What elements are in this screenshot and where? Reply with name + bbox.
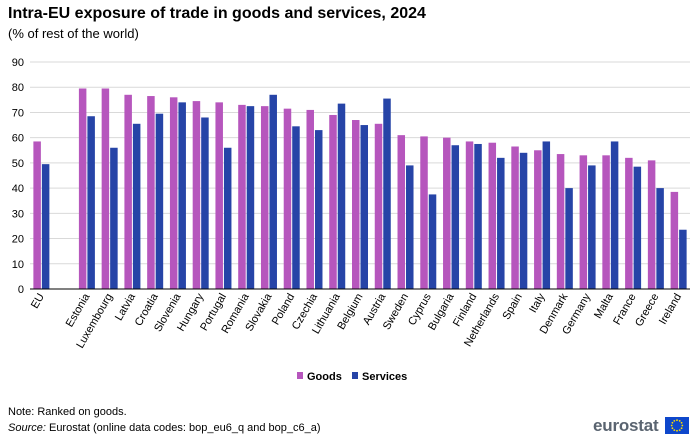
- chart-title: Intra-EU exposure of trade in goods and …: [8, 5, 426, 22]
- goods-bar: [625, 157, 633, 289]
- services-bar: [269, 94, 277, 290]
- chart-subtitle: (% of rest of the world): [8, 26, 139, 41]
- services-bar: [633, 166, 642, 289]
- services-bar: [656, 188, 664, 289]
- services-bar: [314, 130, 323, 289]
- goods-bar: [215, 102, 223, 289]
- services-bar: [519, 152, 528, 289]
- legend-swatch-services: [352, 372, 358, 379]
- chart-source: Source: Eurostat (online data codes: bop…: [8, 422, 321, 434]
- services-bar: [588, 165, 596, 289]
- x-tick-label: Spain: [500, 292, 524, 322]
- services-bar: [223, 147, 232, 289]
- y-tick-label: 50: [12, 158, 24, 170]
- y-tick-label: 60: [12, 133, 24, 145]
- goods-bar: [556, 154, 565, 289]
- eurostat-wordmark: eurostat: [593, 416, 659, 435]
- services-bar: [201, 117, 209, 289]
- goods-bar: [33, 141, 41, 289]
- y-tick-label: 80: [12, 82, 24, 94]
- goods-bar: [260, 106, 269, 289]
- eurostat-logo: eurostat: [593, 416, 693, 436]
- y-tick-label: 0: [18, 284, 24, 296]
- goods-bar: [670, 191, 679, 289]
- y-tick-label: 90: [12, 57, 24, 69]
- goods-bar: [534, 150, 542, 289]
- services-bar: [110, 147, 118, 289]
- goods-bar: [443, 137, 451, 289]
- legend-label-services: Services: [362, 371, 407, 383]
- services-bar: [497, 157, 505, 289]
- services-bar: [474, 143, 482, 289]
- goods-bar: [78, 88, 87, 289]
- goods-bar: [579, 155, 588, 289]
- goods-bar: [511, 146, 519, 289]
- services-bar: [292, 126, 300, 289]
- chart-note: Note: Ranked on goods.: [8, 406, 127, 418]
- goods-bar: [647, 160, 656, 289]
- source-label: Source:: [8, 422, 46, 434]
- goods-bar: [465, 141, 474, 289]
- services-bar: [87, 116, 95, 289]
- goods-bar: [602, 155, 610, 289]
- source-text: Eurostat (online data codes: bop_eu6_q a…: [45, 422, 321, 434]
- services-bar: [383, 98, 391, 289]
- services-bar: [155, 113, 164, 289]
- x-tick-label: Ireland: [657, 292, 684, 327]
- goods-bar: [352, 120, 360, 289]
- goods-bar: [101, 88, 110, 289]
- goods-bar: [374, 123, 383, 290]
- y-tick-label: 70: [12, 107, 24, 119]
- goods-bar: [306, 109, 314, 289]
- services-bar: [565, 188, 573, 289]
- services-bar: [132, 123, 141, 290]
- services-bar: [428, 194, 437, 289]
- goods-bar: [397, 135, 406, 289]
- x-tick-label: EU: [29, 291, 47, 310]
- services-bar: [337, 103, 346, 289]
- goods-bar: [169, 97, 178, 289]
- goods-bar: [147, 96, 155, 289]
- services-bar: [360, 125, 368, 289]
- y-tick-label: 30: [12, 208, 24, 220]
- services-bar: [178, 102, 186, 289]
- services-bar: [41, 164, 50, 289]
- legend-swatch-goods: [297, 372, 303, 379]
- legend-label-goods: Goods: [307, 371, 342, 383]
- goods-bar: [329, 114, 337, 289]
- services-bar: [679, 229, 687, 289]
- x-tick-label: Italy: [527, 291, 548, 315]
- y-tick-label: 10: [12, 259, 24, 271]
- goods-bar: [124, 94, 132, 290]
- goods-bar: [283, 108, 292, 290]
- services-bar: [542, 141, 551, 289]
- services-bar: [610, 141, 619, 289]
- goods-bar: [192, 101, 201, 289]
- y-tick-label: 20: [12, 234, 24, 246]
- x-tick-label: Malta: [592, 291, 616, 321]
- eu-flag-icon: [665, 417, 689, 434]
- services-bar: [246, 106, 255, 289]
- y-tick-label: 40: [12, 183, 24, 195]
- services-bar: [451, 145, 460, 289]
- services-bar: [406, 165, 414, 289]
- goods-bar: [420, 136, 428, 289]
- goods-bar: [238, 104, 246, 289]
- goods-bar: [488, 142, 497, 289]
